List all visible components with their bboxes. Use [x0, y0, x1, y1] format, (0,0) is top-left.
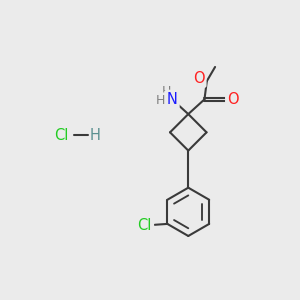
Text: Cl: Cl — [55, 128, 69, 143]
Text: N: N — [167, 92, 178, 107]
Text: Cl: Cl — [137, 218, 152, 233]
Text: H: H — [156, 94, 166, 107]
Text: O: O — [227, 92, 239, 107]
Text: H: H — [89, 128, 100, 143]
Text: O: O — [193, 71, 204, 86]
Text: H: H — [162, 85, 172, 98]
